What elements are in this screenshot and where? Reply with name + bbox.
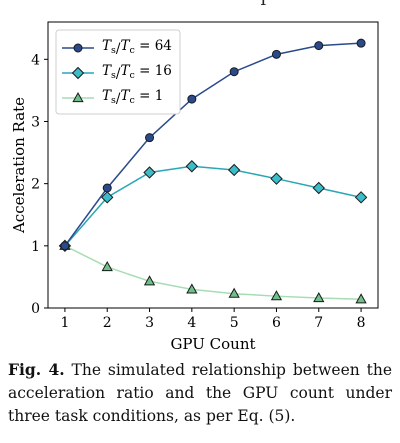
data-point [143,166,156,179]
plot-frame [47,21,379,309]
x-tick-label: 8 [357,315,366,331]
data-point [60,241,70,251]
data-point [228,287,240,298]
data-point [145,133,155,143]
y-axis-label: Acceleration Rate [10,97,28,234]
data-point [187,94,197,104]
series-line [64,245,362,301]
data-point [186,283,198,294]
data-point [314,41,324,51]
legend-marker [72,91,84,103]
data-point [312,181,325,195]
x-axis-label: GPU Count [170,335,255,352]
data-point [102,183,112,193]
data-point [313,292,325,303]
legend-marker [73,43,83,53]
y-tick-label: 4 [31,52,40,68]
data-point [229,67,239,77]
data-point [271,49,281,59]
y-tick-label: 1 [31,239,40,255]
x-tick-label: 4 [187,315,196,331]
data-point [185,160,199,173]
data-point [227,163,241,177]
figure-caption: Fig. 4. The simulated relationship betwe… [8,358,392,428]
top-fragment-text: T [258,0,269,9]
legend-item-3: Ts/Tc = 1 [62,88,163,107]
x-tick-label: 1 [60,315,69,331]
data-point [101,191,114,204]
data-point [354,191,368,204]
legend: Ts/Tc = 64 Ts/Tc = 16 Ts/Tc = 1 [55,29,181,115]
legend-item-1: Ts/Tc = 64 [62,38,172,57]
series-line [64,42,362,247]
caption-label: Fig. 4. [8,360,65,379]
series-1 [60,38,366,251]
data-point [143,275,156,286]
x-tick-label: 7 [314,315,323,331]
x-tick-label: 6 [272,315,281,331]
legend-label: Ts/Tc = 1 [102,88,163,107]
y-tick-label: 3 [31,114,40,130]
y-tick-label: 0 [31,301,40,317]
legend-item-2: Ts/Tc = 16 [62,63,172,82]
legend-box [55,29,181,115]
series-2 [58,160,368,253]
legend-label: Ts/Tc = 16 [102,63,172,82]
x-tick-label: 2 [103,315,112,331]
caption-text: The simulated relationship between the a… [8,361,392,425]
data-point [270,172,283,185]
series-3 [59,239,367,304]
legend-marker [71,66,85,80]
data-point [101,260,113,272]
series-line [64,165,362,247]
y-tick-label: 2 [31,177,40,193]
acceleration-chart: 1 2 3 4 5 6 7 8 0 1 2 3 4 GPU Count Acceleration Rate T… [10,21,379,352]
legend-label: Ts/Tc = 64 [102,38,172,57]
data-point [355,293,367,304]
data-point [356,38,366,48]
x-tick-label: 3 [145,315,154,331]
x-tick-label: 5 [230,315,239,331]
data-point [270,290,283,301]
